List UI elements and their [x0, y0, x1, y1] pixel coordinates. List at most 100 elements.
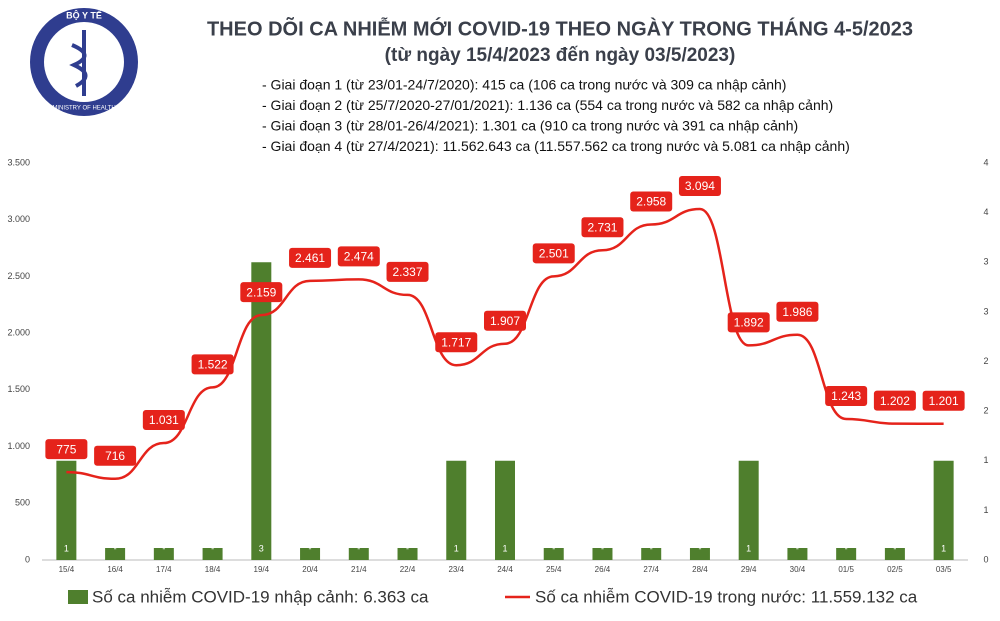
bar-label: -	[309, 543, 312, 553]
x-tick-label: 25/4	[546, 565, 562, 574]
bar	[446, 460, 467, 560]
logo-top: BỘ Y TẾ	[66, 9, 102, 20]
value-label-box	[922, 390, 965, 411]
annotation: - Giai đoạn 3 (từ 28/01-26/4/2021): 1.30…	[262, 118, 798, 134]
value-label-box	[581, 217, 624, 238]
x-tick-label: 22/4	[400, 565, 416, 574]
bar	[543, 548, 564, 560]
value-label-box	[289, 247, 332, 268]
y-tick-label: 2.500	[7, 271, 30, 281]
x-tick-label: 18/4	[205, 565, 221, 574]
bar-label: 1	[941, 543, 946, 553]
legend-swatch	[68, 590, 88, 604]
y2-tick-label: 1	[983, 455, 988, 465]
legend-label: Số ca nhiễm COVID-19 trong nước: 11.559.…	[535, 587, 918, 606]
x-tick-label: 16/4	[107, 565, 123, 574]
bar-label: 1	[454, 543, 459, 553]
bar-label: -	[796, 543, 799, 553]
x-tick-label: 20/4	[302, 565, 318, 574]
bar	[348, 548, 369, 560]
value-label-box	[678, 176, 721, 197]
x-tick-label: 15/4	[59, 565, 75, 574]
x-tick-label: 30/4	[790, 565, 806, 574]
y2-tick-label: 1	[983, 505, 988, 515]
value-label: 2.159	[246, 285, 276, 299]
value-label-box	[484, 310, 526, 331]
value-label: 716	[105, 449, 125, 463]
y2-tick-label: 3	[983, 257, 988, 267]
x-tick-label: 03/5	[936, 565, 952, 574]
value-label: 1.892	[734, 316, 764, 330]
y-tick-label: 0	[25, 554, 30, 564]
y-tick-label: 1.000	[7, 441, 30, 451]
bar	[836, 548, 857, 560]
value-label-box	[191, 354, 234, 375]
value-label: 1.201	[929, 394, 959, 408]
x-tick-label: 21/4	[351, 565, 367, 574]
bar-label: -	[357, 543, 360, 553]
value-label-box	[532, 243, 575, 264]
y2-tick-label: 2	[983, 406, 988, 416]
y-tick-label: 3.500	[7, 157, 30, 167]
bar	[738, 460, 759, 560]
bar-label: -	[162, 543, 165, 553]
value-label: 1.522	[198, 358, 228, 372]
value-label: 1.243	[831, 389, 861, 403]
value-label: 1.986	[782, 305, 812, 319]
x-tick-label: 24/4	[497, 565, 513, 574]
bar	[56, 460, 77, 560]
x-tick-label: 17/4	[156, 565, 172, 574]
annotation: - Giai đoạn 4 (từ 27/4/2021): 11.562.643…	[262, 138, 850, 154]
x-tick-label: 02/5	[887, 565, 903, 574]
logo-bottom: MINISTRY OF HEALTH	[52, 106, 115, 112]
value-label-box	[873, 390, 916, 411]
value-label: 1.907	[490, 314, 520, 328]
bar-label: -	[845, 543, 848, 553]
bar-label: 1	[502, 543, 507, 553]
bar-label: 1	[64, 543, 69, 553]
bar	[884, 548, 905, 560]
bar-label: -	[211, 543, 214, 553]
y-tick-label: 1.500	[7, 384, 30, 394]
x-tick-label: 01/5	[838, 565, 854, 574]
value-label-box	[337, 246, 380, 267]
value-label: 3.094	[685, 179, 715, 193]
value-label: 2.474	[344, 250, 374, 264]
y2-tick-label: 4	[983, 157, 988, 167]
bar	[787, 548, 808, 560]
bar-label: 1	[746, 543, 751, 553]
annotation: - Giai đoạn 1 (từ 23/01-24/7/2020): 415 …	[262, 77, 786, 93]
annotation: - Giai đoạn 2 (từ 25/7/2020-27/01/2021):…	[262, 97, 833, 113]
x-tick-label: 28/4	[692, 565, 708, 574]
chart-title: THEO DÕI CA NHIỄM MỚI COVID-19 THEO NGÀY…	[207, 16, 913, 40]
y2-tick-label: 2	[983, 356, 988, 366]
value-label-box	[45, 439, 88, 460]
value-label: 775	[56, 442, 76, 456]
chart-subtitle: (từ ngày 15/4/2023 đến ngày 03/5/2023)	[385, 45, 736, 66]
value-label-box	[727, 312, 770, 333]
value-label: 1.717	[441, 335, 471, 349]
logo: BỘ Y TẾ MINISTRY OF HEALTH	[30, 8, 138, 116]
legend-label: Số ca nhiễm COVID-19 nhập cảnh: 6.363 ca	[92, 587, 429, 606]
bar-label: -	[406, 543, 409, 553]
bar	[153, 548, 174, 560]
x-tick-label: 27/4	[643, 565, 659, 574]
bar	[251, 262, 272, 560]
value-label: 2.461	[295, 251, 325, 265]
bar-label: -	[698, 543, 701, 553]
bar-label: 3	[259, 543, 264, 553]
value-label-box	[630, 191, 673, 212]
y-tick-label: 2.000	[7, 328, 30, 338]
line	[66, 207, 944, 481]
bar	[592, 548, 613, 560]
x-tick-label: 23/4	[448, 565, 464, 574]
bar-label: -	[601, 543, 604, 553]
bar	[495, 460, 515, 560]
bar-label: -	[650, 543, 653, 553]
value-label-box	[240, 282, 283, 303]
bar	[933, 460, 954, 560]
x-tick-label: 26/4	[595, 565, 611, 574]
bar	[689, 548, 710, 560]
value-label: 1.031	[149, 413, 179, 427]
